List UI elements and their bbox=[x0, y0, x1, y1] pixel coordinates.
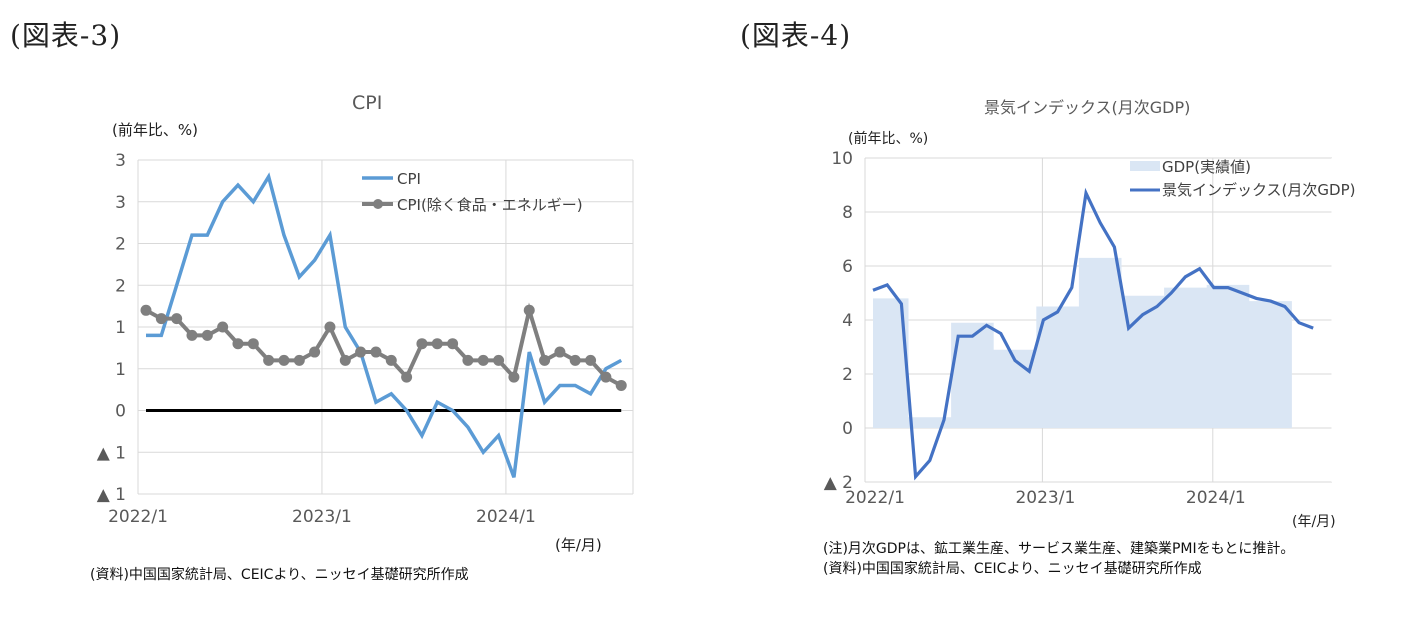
x-tick-label: 2022/1 bbox=[108, 507, 168, 527]
core-cpi-marker bbox=[477, 354, 489, 366]
core-cpi-marker bbox=[140, 304, 152, 316]
cpi-legend: CPI CPI(除く食品・エネルギー) bbox=[362, 170, 583, 214]
gdp-legend: GDP(実績値) 景気インデックス(月次GDP) bbox=[1130, 158, 1355, 199]
gdp-actual-area bbox=[873, 257, 1292, 428]
y-tick-label: 8 bbox=[842, 203, 853, 223]
y-tick-label: 2 bbox=[115, 276, 126, 296]
core-cpi-marker bbox=[309, 346, 321, 358]
svg-text:GDP(実績値): GDP(実績値) bbox=[1162, 158, 1251, 176]
y-tick-label: 1 bbox=[115, 360, 126, 380]
core-cpi-marker bbox=[278, 354, 290, 366]
core-cpi-marker bbox=[232, 338, 244, 350]
core-cpi-marker bbox=[263, 354, 275, 366]
figure3-title: CPI bbox=[352, 92, 383, 114]
core-cpi-marker bbox=[217, 321, 229, 333]
y-tick-label: 2 bbox=[115, 235, 126, 255]
core-cpi-marker bbox=[324, 321, 336, 333]
core-cpi-marker bbox=[615, 379, 627, 391]
core-cpi-marker bbox=[508, 371, 520, 383]
core-cpi-marker bbox=[293, 354, 305, 366]
y-tick-label: 0 bbox=[115, 402, 126, 422]
core-cpi-marker bbox=[155, 313, 167, 325]
figure4-x-unit: (年/月) bbox=[1292, 514, 1336, 530]
core-cpi-marker bbox=[355, 346, 367, 358]
core-cpi-marker bbox=[201, 329, 213, 341]
figure4-note: (注)月次GDPは、鉱工業生産、サービス業生産、建築業PMIをもとに推計。 bbox=[823, 541, 1295, 557]
core-cpi-marker bbox=[539, 354, 551, 366]
legend-swatch-gdp-icon bbox=[1130, 161, 1160, 171]
x-tick-label: 2023/1 bbox=[1015, 488, 1075, 508]
y-tick-label: 0 bbox=[842, 419, 853, 439]
y-tick-label: 10 bbox=[831, 149, 853, 169]
y-tick-label: ▲ 1 bbox=[97, 443, 126, 463]
core-cpi-marker bbox=[554, 346, 566, 358]
figure4-y-unit: (前年比、%) bbox=[848, 131, 929, 147]
core-cpi-line bbox=[145, 302, 623, 388]
y-tick-label: 6 bbox=[842, 257, 853, 277]
x-tick-label: 2022/1 bbox=[845, 488, 905, 508]
core-cpi-marker bbox=[462, 354, 474, 366]
y-tick-label: 2 bbox=[842, 365, 853, 385]
figure3-y-unit: (前年比、%) bbox=[112, 121, 198, 139]
core-cpi-marker bbox=[493, 354, 505, 366]
core-cpi-marker bbox=[523, 304, 535, 316]
y-tick-label: 1 bbox=[115, 318, 126, 338]
core-cpi-marker bbox=[247, 338, 259, 350]
x-tick-label: 2024/1 bbox=[1186, 488, 1246, 508]
figure3-x-unit: (年/月) bbox=[555, 536, 602, 554]
svg-text:景気インデックス(月次GDP): 景気インデックス(月次GDP) bbox=[1162, 181, 1355, 199]
figure4-source: (資料)中国国家統計局、CEICより、ニッセイ基礎研究所作成 bbox=[823, 561, 1202, 577]
y-tick-label: ▲ 1 bbox=[97, 485, 126, 505]
core-cpi-marker bbox=[401, 371, 413, 383]
svg-text:CPI(除く食品・エネルギー): CPI(除く食品・エネルギー) bbox=[397, 196, 583, 214]
core-cpi-marker bbox=[370, 346, 382, 358]
core-cpi-marker bbox=[447, 338, 459, 350]
core-cpi-marker bbox=[569, 354, 581, 366]
core-cpi-marker bbox=[186, 329, 198, 341]
y-tick-label: ▲ 2 bbox=[824, 473, 853, 493]
core-cpi-marker bbox=[600, 371, 612, 383]
y-tick-label: 3 bbox=[115, 151, 126, 171]
figure4-label: (図表-4) bbox=[740, 19, 852, 52]
x-tick-label: 2023/1 bbox=[292, 507, 352, 527]
y-tick-label: 4 bbox=[842, 311, 853, 331]
y-tick-label: 3 bbox=[115, 193, 126, 213]
svg-text:CPI: CPI bbox=[397, 170, 421, 188]
core-cpi-marker bbox=[171, 313, 183, 325]
core-cpi-marker bbox=[431, 338, 443, 350]
core-cpi-marker bbox=[385, 354, 397, 366]
figure3-source: (資料)中国国家統計局、CEICより、ニッセイ基礎研究所作成 bbox=[90, 567, 469, 583]
core-cpi-marker bbox=[339, 354, 351, 366]
figure4-title: 景気インデックス(月次GDP) bbox=[984, 98, 1191, 117]
figure3-label: (図表-3) bbox=[10, 19, 122, 52]
core-cpi-marker bbox=[585, 354, 597, 366]
monthly-gdp-index-line bbox=[872, 187, 1314, 481]
cpi-line bbox=[146, 172, 623, 478]
x-tick-label: 2024/1 bbox=[476, 507, 536, 527]
core-cpi-marker bbox=[416, 338, 428, 350]
